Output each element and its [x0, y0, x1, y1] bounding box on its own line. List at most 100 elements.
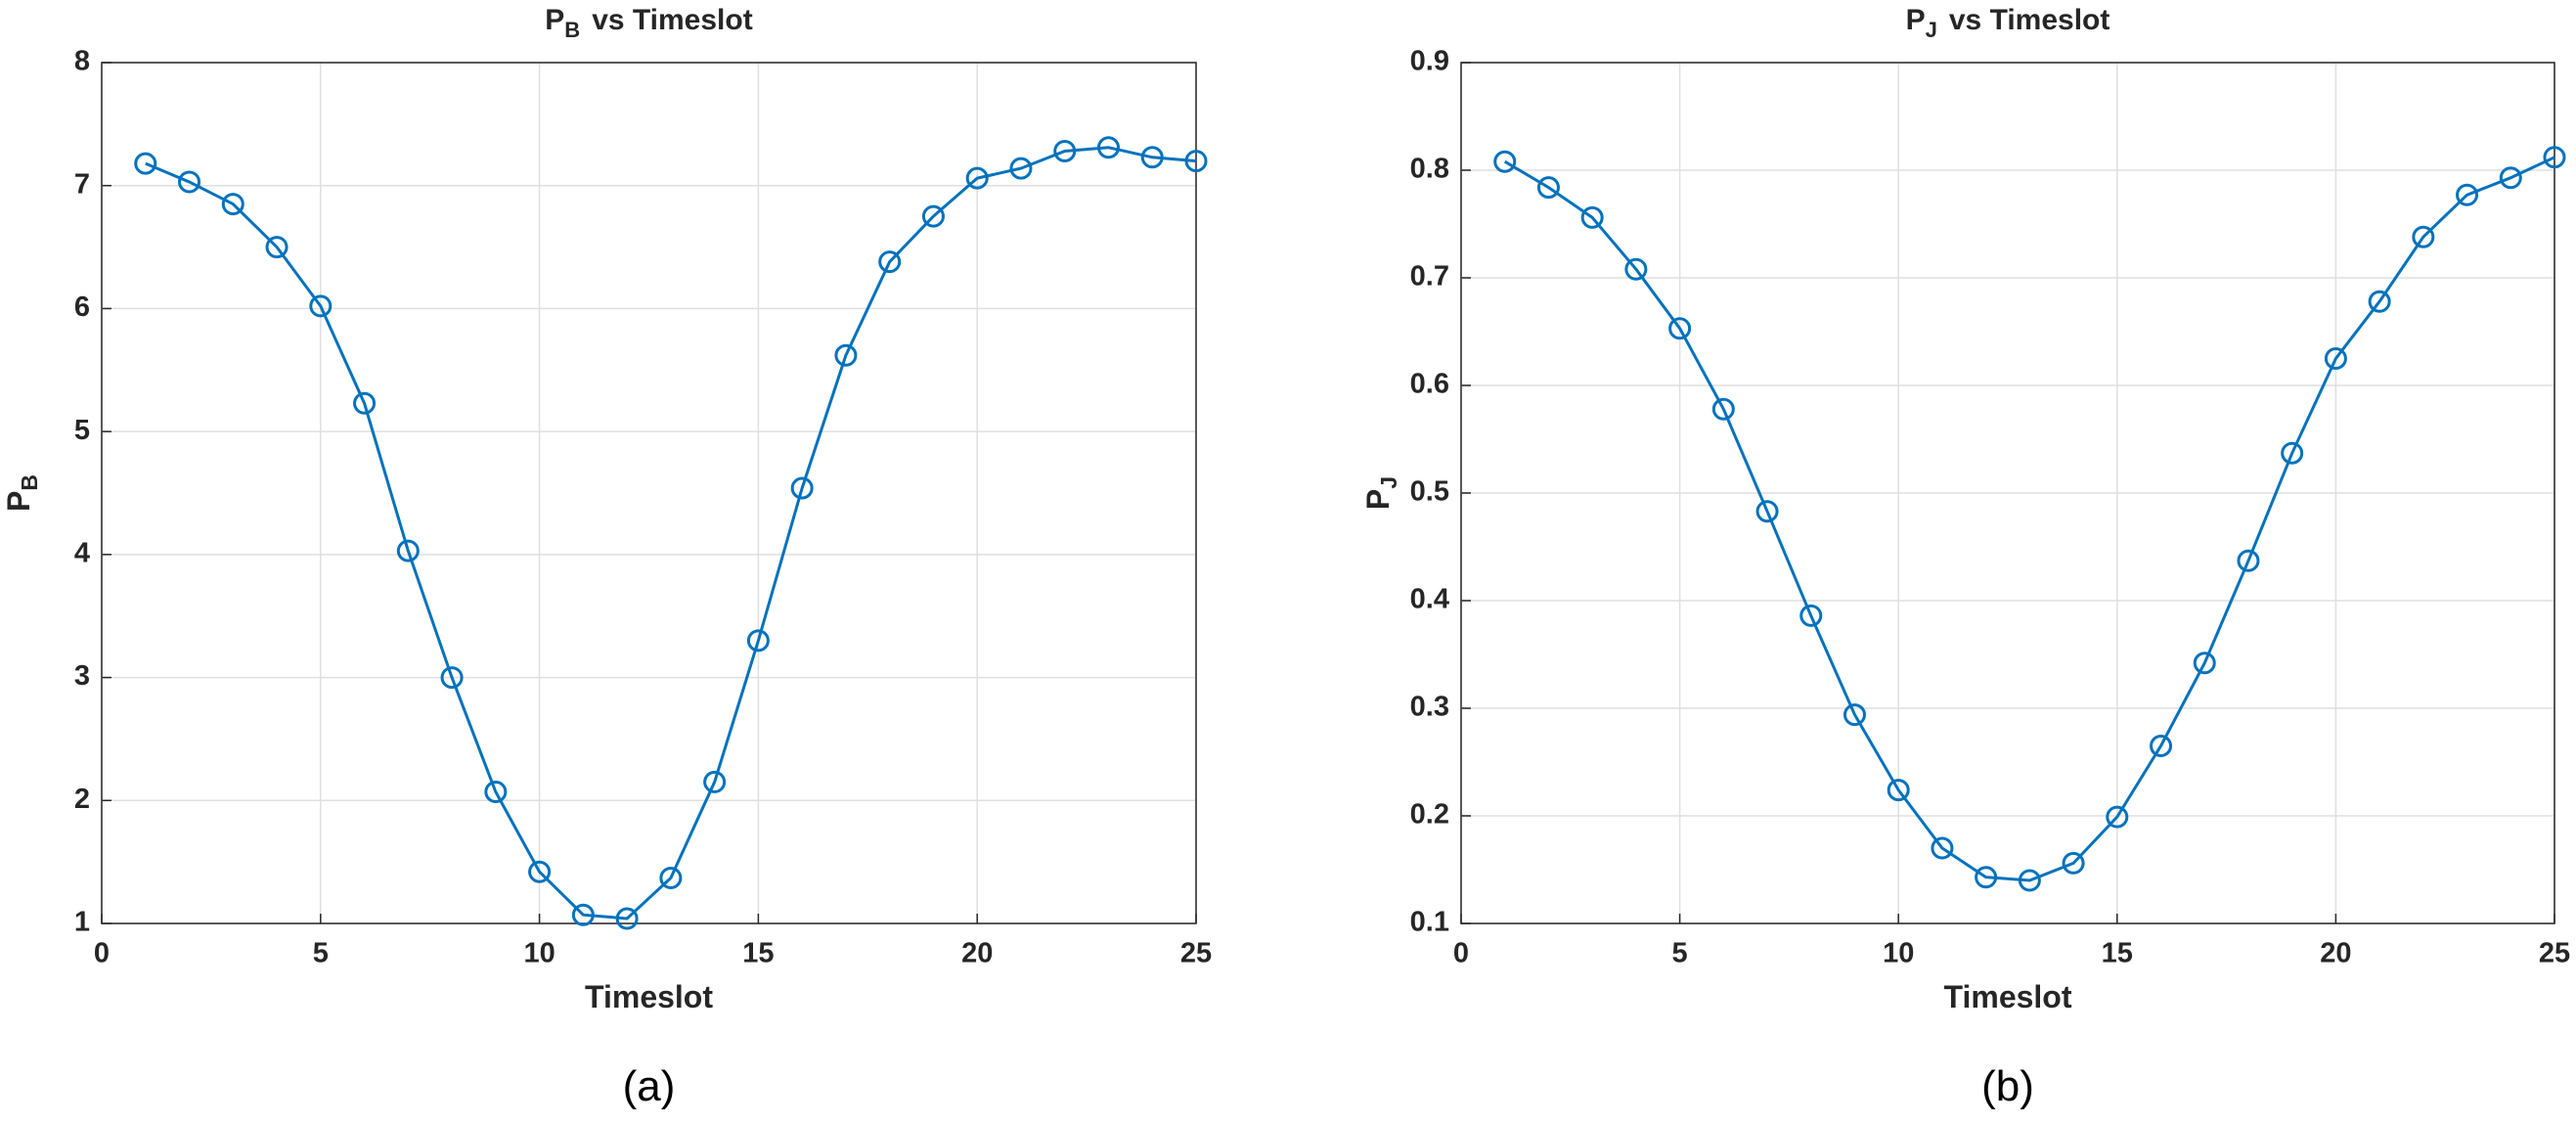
y-tick-label: 3: [74, 660, 90, 692]
data-marker: [2237, 549, 2260, 572]
data-marker: [2412, 225, 2435, 248]
title-sub: B: [564, 18, 580, 42]
data-marker: [309, 294, 333, 318]
data-marker: [1536, 176, 1560, 200]
data-marker: [178, 170, 201, 194]
data-marker: [2281, 441, 2304, 465]
plot-area: [102, 63, 1196, 923]
data-marker: [1493, 150, 1517, 173]
data-marker: [1053, 140, 1077, 163]
y-tick-label: 5: [74, 415, 90, 446]
title-rest: vs Timeslot: [1949, 4, 2110, 36]
data-marker: [221, 193, 244, 216]
x-tick-label: 20: [961, 938, 993, 969]
data-marker: [1843, 703, 1866, 727]
data-marker: [2062, 851, 2085, 875]
data-marker: [921, 204, 945, 228]
y-tick-label: 6: [74, 292, 90, 323]
y-tick-label: 0.5: [1410, 476, 1449, 508]
data-marker: [1975, 866, 1998, 889]
data-marker: [2324, 347, 2347, 370]
data-marker: [1755, 500, 1779, 523]
caption: (b): [1981, 1062, 2034, 1110]
title-rest: vs Timeslot: [592, 4, 753, 36]
x-tick-label: 5: [313, 938, 329, 969]
data-marker: [2499, 166, 2522, 190]
x-tick-label: 10: [523, 938, 555, 969]
data-marker: [2543, 146, 2566, 169]
data-marker: [1931, 836, 1954, 860]
data-marker: [1009, 157, 1033, 180]
chart-title: PJ vs Timeslot: [1906, 4, 2110, 42]
data-marker: [790, 476, 814, 500]
x-tick-label: 15: [2102, 938, 2133, 969]
data-marker: [746, 629, 770, 652]
data-marker: [528, 860, 552, 883]
y-tick-label: 0.4: [1410, 584, 1449, 615]
x-axis-label: Timeslot: [585, 979, 713, 1014]
data-marker: [878, 250, 902, 274]
data-marker: [571, 903, 595, 926]
data-marker: [484, 780, 508, 803]
chart-title: PB vs Timeslot: [545, 4, 752, 42]
data-marker: [1096, 136, 1120, 159]
y-tick-label: 2: [74, 784, 90, 815]
y-tick-label: 0.7: [1410, 261, 1449, 292]
y-label-main: P: [1360, 489, 1396, 510]
x-tick-label: 10: [1883, 938, 1914, 969]
data-marker: [1668, 317, 1692, 340]
x-tick-label: 15: [742, 938, 774, 969]
title-sub: J: [1926, 18, 1937, 42]
data-marker: [2018, 869, 2041, 892]
data-line: [145, 146, 1197, 921]
x-tick-label: 25: [1180, 938, 1212, 969]
y-tick-label: 1: [74, 907, 90, 938]
y-label-sub: B: [17, 474, 42, 491]
data-marker: [2150, 735, 2173, 757]
y-tick-label: 0.2: [1410, 799, 1449, 831]
data-marker: [1887, 779, 1910, 802]
y-label-main: P: [1, 491, 36, 512]
y-label-sub: J: [1376, 476, 1401, 489]
x-tick-label: 0: [94, 938, 110, 969]
data-marker: [834, 343, 858, 367]
x-tick-label: 0: [1453, 938, 1469, 969]
y-tick-label: 4: [74, 538, 90, 569]
y-tick-label: 0.1: [1410, 907, 1449, 938]
data-marker: [1711, 397, 1735, 421]
y-tick-label: 0.9: [1410, 46, 1449, 77]
data-line: [1503, 156, 2555, 882]
title-main: P: [1906, 4, 1926, 36]
data-marker: [615, 907, 639, 930]
data-marker: [1624, 257, 1648, 281]
data-marker: [1580, 205, 1604, 229]
data-marker: [1140, 146, 1164, 169]
plot-frame: [101, 62, 1197, 924]
x-tick-label: 25: [2539, 938, 2570, 969]
data-marker: [703, 770, 727, 793]
data-marker: [659, 866, 683, 889]
y-axis-label: PB: [1, 474, 42, 512]
caption: (a): [623, 1062, 676, 1110]
data-marker: [2193, 652, 2216, 675]
data-marker: [2106, 805, 2129, 829]
data-marker: [265, 236, 289, 259]
plot-frame: [1460, 62, 2555, 924]
y-tick-label: 8: [74, 46, 90, 77]
data-marker: [353, 391, 377, 415]
y-tick-label: 0.8: [1410, 154, 1449, 185]
title-main: P: [545, 4, 564, 36]
y-tick-label: 7: [74, 168, 90, 200]
y-tick-label: 0.6: [1410, 369, 1449, 400]
x-axis-label: Timeslot: [1944, 979, 2072, 1014]
data-marker: [134, 152, 157, 175]
y-axis-label: PJ: [1360, 476, 1401, 510]
x-tick-label: 5: [1672, 938, 1688, 969]
data-marker: [965, 166, 989, 190]
data-marker: [2368, 290, 2391, 313]
data-marker: [2456, 183, 2479, 206]
data-marker: [440, 666, 464, 690]
